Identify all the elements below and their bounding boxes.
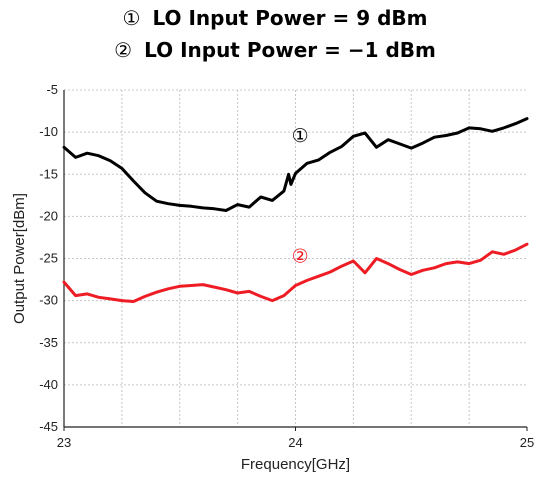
y-tick-label-6: -35 <box>39 335 58 350</box>
series-line-1 <box>62 117 529 212</box>
y-tick-label-5: -30 <box>39 293 58 308</box>
series-line-2 <box>62 242 529 303</box>
y-tick-label-4: -25 <box>39 251 58 266</box>
series-lines <box>62 117 529 303</box>
legend-label-1: LO Input Power = 9 dBm <box>152 6 428 30</box>
legend-label-2: LO Input Power = −1 dBm <box>144 38 436 62</box>
y-tick-label-1: -10 <box>39 124 58 139</box>
x-tick-label-0: 23 <box>57 435 71 450</box>
y-axis-label: Output Power[dBm] <box>11 193 28 324</box>
series-annotation-2: ② <box>292 246 309 268</box>
x-tick-label-2: 25 <box>520 435 534 450</box>
y-tick-label-3: -20 <box>39 208 58 223</box>
legend-entry-1: ① LO Input Power = 9 dBm <box>0 6 550 30</box>
legend-entry-2: ② LO Input Power = −1 dBm <box>0 38 550 62</box>
annotations: ①② <box>292 125 309 267</box>
series-annotation-1: ① <box>292 125 309 147</box>
y-tick-label-8: -45 <box>39 419 58 434</box>
x-tick-label-1: 24 <box>288 435 302 450</box>
y-tick-label-0: -5 <box>46 82 58 97</box>
y-tick-label-2: -15 <box>39 166 58 181</box>
y-tick-label-7: -40 <box>39 377 58 392</box>
grid <box>64 89 527 427</box>
x-axis-label: Frequency[GHz] <box>241 456 350 473</box>
legend-marker-1: ① <box>122 6 141 30</box>
legend-marker-2: ② <box>114 38 133 62</box>
